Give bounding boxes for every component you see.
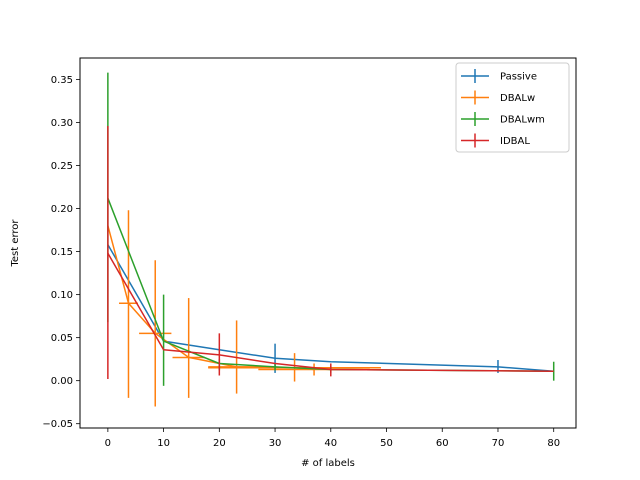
legend-label-passive: Passive [500, 72, 537, 83]
x-tick-label: 20 [213, 438, 226, 449]
y-tick-label: 0.20 [51, 204, 73, 215]
y-tick-label: 0.35 [51, 75, 73, 86]
series-line-idbal [107, 252, 554, 372]
y-tick-label: 0.15 [51, 247, 73, 258]
x-tick-label: 30 [269, 438, 282, 449]
x-axis-label: # of labels [301, 458, 355, 469]
legend-item-dbalwm: DBALwm [461, 112, 545, 126]
legend-label-dbalwm: DBALwm [500, 115, 545, 126]
ticks-layer: 0 10 20 30 40 50 60 70 80 −0.05 0.00 0.05 0.10 0.15 0.… [42, 75, 560, 449]
y-tick-label: 0.00 [51, 376, 73, 387]
legend-label-idbal: IDBAL [500, 136, 530, 147]
legend-item-passive: Passive [461, 69, 537, 83]
y-tick-label: 0.05 [51, 333, 73, 344]
legend-item-idbal: IDBAL [461, 133, 530, 148]
y-tick-label: 0.30 [51, 118, 73, 129]
y-axis-label: Test error [10, 219, 21, 268]
series-layer [107, 72, 555, 407]
legend: Passive DBALw DBALwm IDBAL [455, 62, 570, 153]
x-tick-label: 70 [492, 438, 505, 449]
legend-item-dbalw: DBALw [461, 90, 535, 105]
legend-frame [455, 62, 570, 153]
legend-label-dbalw: DBALw [500, 93, 535, 104]
x-tick-label: 10 [157, 438, 170, 449]
x-tick-label: 40 [324, 438, 337, 449]
x-tick-label: 0 [105, 438, 111, 449]
y-tick-label: −0.05 [42, 419, 73, 430]
x-tick-label: 80 [547, 438, 560, 449]
plot-frame [79, 57, 577, 429]
series-idbal [107, 125, 554, 379]
x-tick-label: 50 [380, 438, 393, 449]
y-tick-label: 0.25 [51, 161, 73, 172]
x-tick-label: 60 [436, 438, 449, 449]
y-tick-label: 0.10 [51, 290, 73, 301]
